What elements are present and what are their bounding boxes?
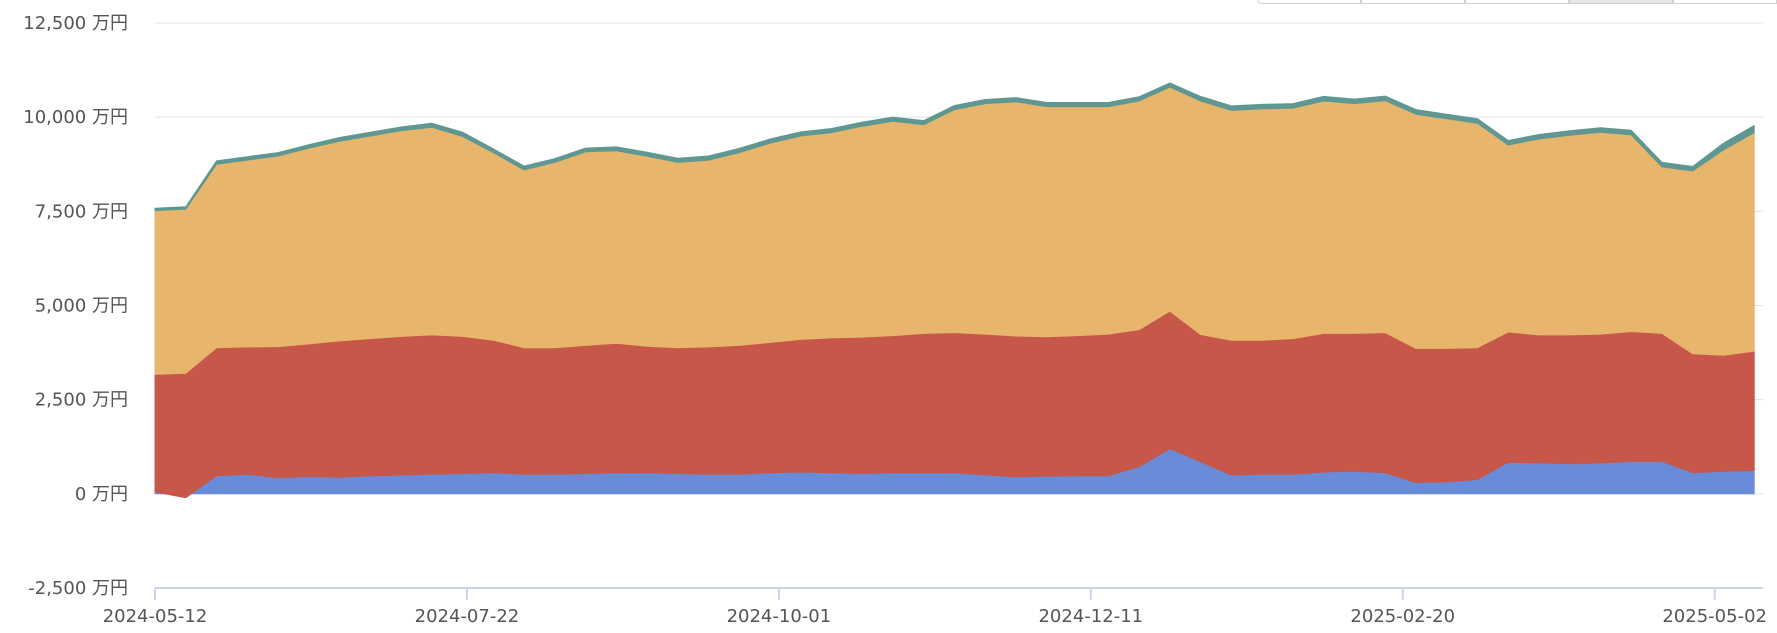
y-tick-label: 5,000 万円 xyxy=(35,296,128,317)
x-axis-labels: 2024-05-12 2024-07-22 2024-10-01 2024-12-11… xyxy=(103,606,1767,627)
x-tick-label: 2024-07-22 xyxy=(415,606,520,627)
y-tick-label: -2,500 万円 xyxy=(28,578,128,599)
y-tick-label: 10,000 万円 xyxy=(23,107,128,128)
series-areas xyxy=(154,82,1755,499)
x-tick-label: 2024-10-01 xyxy=(727,606,832,627)
x-tick-label: 2024-05-12 xyxy=(103,606,208,627)
y-tick-label: 2,500 万円 xyxy=(35,390,128,411)
x-axis xyxy=(154,587,1763,600)
y-axis-labels: -2,500 万円 0 万円 2,500 万円 5,000 万円 7,500 万円 10,… xyxy=(23,13,128,599)
range-tab-1[interactable] xyxy=(1257,0,1361,4)
y-tick-label: 7,500 万円 xyxy=(35,201,128,222)
range-tab-3[interactable] xyxy=(1465,0,1569,4)
range-tab-4[interactable] xyxy=(1569,0,1673,4)
x-tick-label: 2025-05-02 xyxy=(1662,606,1767,627)
x-tick-label: 2025-02-20 xyxy=(1350,606,1455,627)
series-area-4 xyxy=(154,82,1755,212)
range-tabs xyxy=(1257,0,1777,5)
y-tick-label: 12,500 万円 xyxy=(23,13,128,34)
x-tick-label: 2024-12-11 xyxy=(1038,606,1143,627)
y-tick-label: 0 万円 xyxy=(75,484,128,505)
range-tab-2[interactable] xyxy=(1361,0,1465,4)
